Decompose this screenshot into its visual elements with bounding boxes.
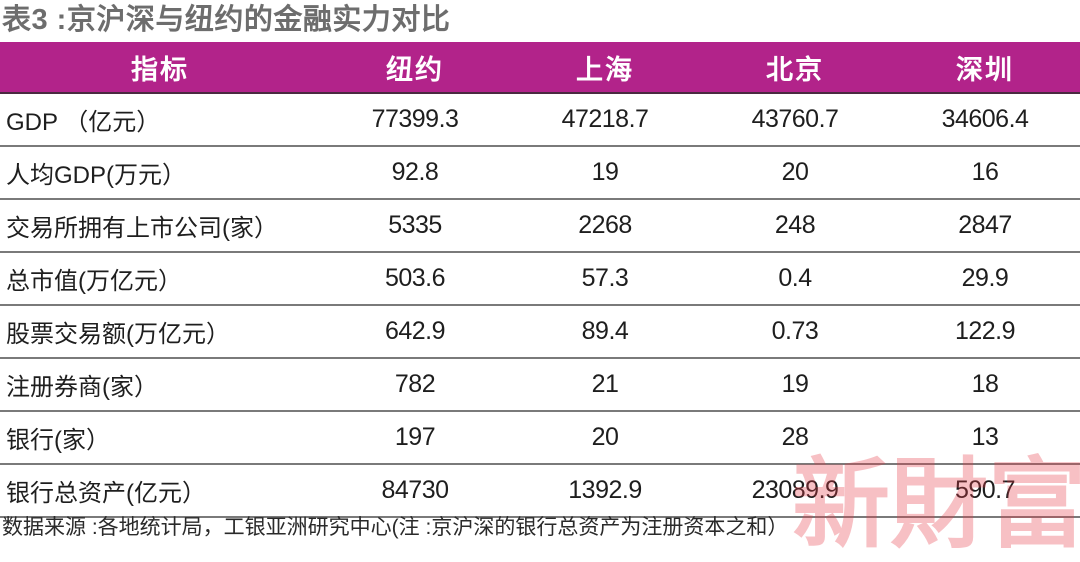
cell-new-york: 503.6 <box>384 264 446 292</box>
row-label: 银行(家） <box>6 427 110 454</box>
cell-new-york: 197 <box>394 423 436 451</box>
cell-shenzhen: 34606.4 <box>941 105 1029 133</box>
cell-shenzhen: 13 <box>971 423 999 451</box>
header-new-york: 纽约 <box>386 54 444 85</box>
row-label: 总市值(万亿元） <box>6 268 182 295</box>
table-row-bank-assets: 银行总资产(亿元） 84730 1392.9 23089.9 590.7 <box>0 465 1080 518</box>
cell-shenzhen: 2847 <box>958 211 1012 239</box>
table-header-row: 指标 纽约 上海 北京 深圳 <box>0 42 1080 94</box>
cell-beijing: 28 <box>781 423 809 451</box>
source-note: 数据来源 :各地统计局，工银亚洲研究中心(注 :京沪深的银行总资产为注册资本之和… <box>2 516 789 539</box>
cell-new-york: 77399.3 <box>371 105 459 133</box>
table-row-gdp: GDP （亿元） 77399.3 47218.7 43760.7 34606.4 <box>0 94 1080 147</box>
cell-shanghai: 57.3 <box>581 264 629 292</box>
cell-shenzhen: 16 <box>971 158 999 186</box>
cell-new-york: 84730 <box>381 476 449 504</box>
row-label: 注册券商(家） <box>6 374 158 401</box>
cell-shanghai: 20 <box>591 423 619 451</box>
table-title: 表3 :京沪深与纽约的金融实力对比 <box>2 4 451 36</box>
row-label: GDP （亿元） <box>6 109 161 136</box>
header-indicator: 指标 <box>131 54 189 85</box>
table-row-gdp-per-capita: 人均GDP(万元） 92.8 19 20 16 <box>0 147 1080 200</box>
header-shanghai: 上海 <box>576 54 634 85</box>
cell-shanghai: 21 <box>591 370 619 398</box>
cell-beijing: 0.73 <box>771 317 819 345</box>
cell-shenzhen: 590.7 <box>954 476 1016 504</box>
cell-shenzhen: 122.9 <box>954 317 1016 345</box>
cell-new-york: 92.8 <box>391 158 439 186</box>
cell-new-york: 642.9 <box>384 317 446 345</box>
cell-new-york: 782 <box>394 370 436 398</box>
cell-beijing: 19 <box>781 370 809 398</box>
table-row-banks: 银行(家） 197 20 28 13 <box>0 412 1080 465</box>
table-row-brokers: 注册券商(家） 782 21 19 18 <box>0 359 1080 412</box>
comparison-table: 指标 纽约 上海 北京 深圳 GDP （亿元） 77399.3 47218.7 … <box>0 42 1080 518</box>
cell-new-york: 5335 <box>388 211 442 239</box>
table-row-market-cap: 总市值(万亿元） 503.6 57.3 0.4 29.9 <box>0 253 1080 306</box>
cell-beijing: 23089.9 <box>751 476 839 504</box>
header-beijing: 北京 <box>766 54 824 85</box>
cell-shanghai: 47218.7 <box>561 105 649 133</box>
cell-shanghai: 1392.9 <box>568 476 642 504</box>
table-row-stock-turnover: 股票交易额(万亿元） 642.9 89.4 0.73 122.9 <box>0 306 1080 359</box>
row-label: 交易所拥有上市公司(家） <box>6 215 278 242</box>
cell-shenzhen: 18 <box>971 370 999 398</box>
row-label: 人均GDP(万元） <box>6 162 186 189</box>
cell-shanghai: 89.4 <box>581 317 629 345</box>
cell-shenzhen: 29.9 <box>961 264 1009 292</box>
table-row-listed-companies: 交易所拥有上市公司(家） 5335 2268 248 2847 <box>0 200 1080 253</box>
cell-shanghai: 19 <box>591 158 619 186</box>
row-label: 股票交易额(万亿元） <box>6 321 230 348</box>
header-shenzhen: 深圳 <box>956 54 1014 85</box>
cell-beijing: 20 <box>781 158 809 186</box>
cell-shanghai: 2268 <box>578 211 632 239</box>
cell-beijing: 248 <box>774 211 816 239</box>
cell-beijing: 43760.7 <box>751 105 839 133</box>
row-label: 银行总资产(亿元） <box>6 480 206 507</box>
cell-beijing: 0.4 <box>778 264 812 292</box>
